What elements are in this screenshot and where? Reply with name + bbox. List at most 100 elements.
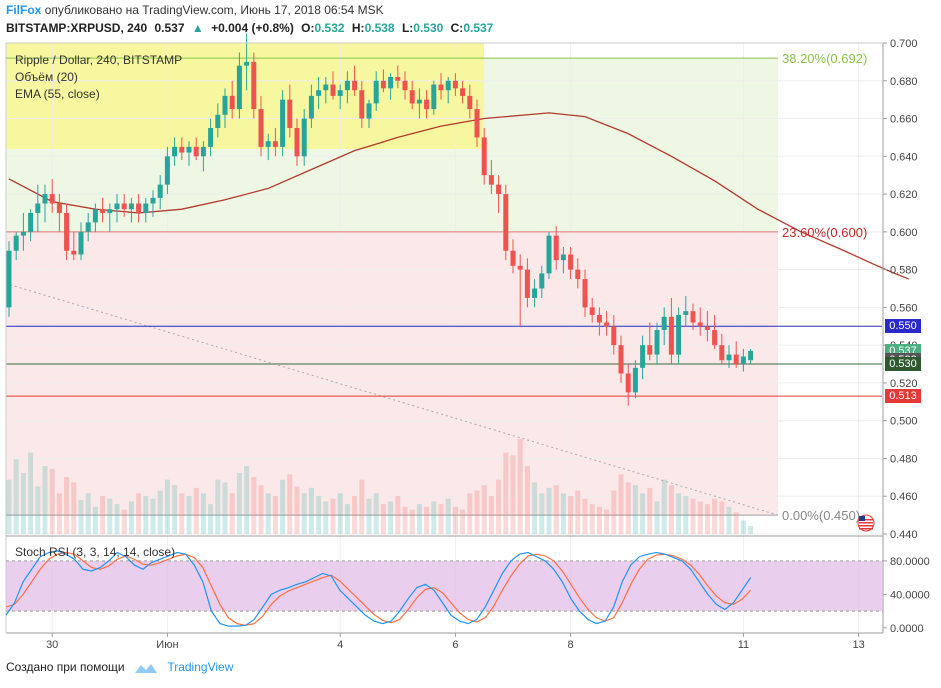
footer: Создано при помощи TradingView [6,660,233,675]
candle-body [452,80,458,89]
x-tick-label: 30 [46,639,58,651]
publish-header: FilFox опубликовано на TradingView.com, … [6,3,384,17]
candle-body [215,114,221,128]
volume-bar [100,496,106,534]
high-value: 0.538 [364,21,395,35]
candle-body [560,254,566,261]
candle-body [474,109,480,138]
candle-body [625,373,631,393]
candle-body [676,314,682,355]
volume-bar [568,496,574,534]
candle-body [553,235,559,261]
candle-body [647,345,653,355]
candle-body [244,61,250,66]
candle-body [42,194,48,204]
volume-bar [445,498,451,534]
candle-body [445,80,451,91]
flag-stripe [859,528,873,530]
price-change: +0.004 (+0.8%) [211,21,294,35]
volume-bar [42,466,48,534]
volume-bar [6,479,12,534]
volume-bar [748,525,754,534]
candle-body [460,88,466,96]
candle-body [388,76,394,89]
candle-body [697,322,703,327]
tradingview-link[interactable]: TradingView [167,660,234,674]
low-label: L: [401,21,414,35]
candle-body [640,345,646,368]
candle-body [582,279,588,308]
volume-bar [560,493,566,534]
x-tick-label: Июн [156,639,178,651]
volume-bar [114,504,120,534]
volume-bar [244,466,250,534]
volume-bar [488,496,494,534]
y-tick-label: 0.460 [890,491,918,503]
candle-body [272,141,278,147]
candle-body [107,209,113,213]
price-label-0513: 0.513 [885,389,921,404]
volume-bar [431,501,437,534]
candle-body [488,175,494,185]
volume-bar [719,501,725,534]
volume-bar [49,468,55,534]
volume-bar [632,485,638,534]
candle-body [78,231,84,255]
candle-body [121,203,127,210]
volume-bar [128,501,134,534]
volume-bar [654,501,660,534]
author-link[interactable]: FilFox [6,3,42,17]
candle-body [236,65,242,110]
candle-body [316,90,322,96]
volume-bar [352,496,358,534]
candle-body [704,326,710,331]
volume-bar [510,455,516,534]
candle-body [100,209,106,213]
volume-bar [676,493,682,534]
volume-bar [424,506,430,534]
volume-bar [460,509,466,534]
publish-info: опубликовано на TradingView.com, Июнь 17… [44,3,384,17]
stoch-k-line [5,550,752,627]
candle-body [287,99,293,128]
candle-body [546,235,552,274]
candle-body [323,84,329,91]
fib-label-2: 0.00%(0.450) [782,508,860,523]
y-tick-label: 0.580 [890,265,918,277]
volume-bar [236,472,242,534]
chart-title-legend: Ripple / Dollar, 240, BITSTAMP [15,53,183,67]
candle-body [503,194,509,251]
candle-body [265,141,271,147]
candle-body [56,203,62,213]
volume-bar [308,487,314,534]
volume-bar [251,477,257,534]
volume-bar [596,506,602,534]
candle-body [661,316,667,331]
candle-body [186,146,192,153]
volume-bar [496,479,502,534]
x-tick-label: 13 [852,639,864,651]
candle-body [532,288,538,298]
volume-bar [661,479,667,534]
stoch-tick-label: 0.0000 [890,623,924,635]
volume-bar [740,520,746,534]
candle-body [467,95,473,110]
volume-bar [20,472,26,534]
volume-bar [301,493,307,534]
open-label: O: [301,21,315,35]
volume-bar [28,452,34,534]
candle-body [164,156,170,185]
y-tick-label: 0.700 [890,38,918,50]
volume-bar [272,496,278,534]
y-tick-label: 0.680 [890,76,918,88]
volume-bar [71,482,77,534]
candle-body [510,250,516,266]
volume-bar [726,506,732,534]
volume-bar [402,506,408,534]
candle-body [726,354,732,361]
volume-bar [474,490,480,534]
volume-bar [604,509,610,534]
volume-bar [380,504,386,534]
candle-body [352,80,358,91]
candle-body [193,146,199,157]
